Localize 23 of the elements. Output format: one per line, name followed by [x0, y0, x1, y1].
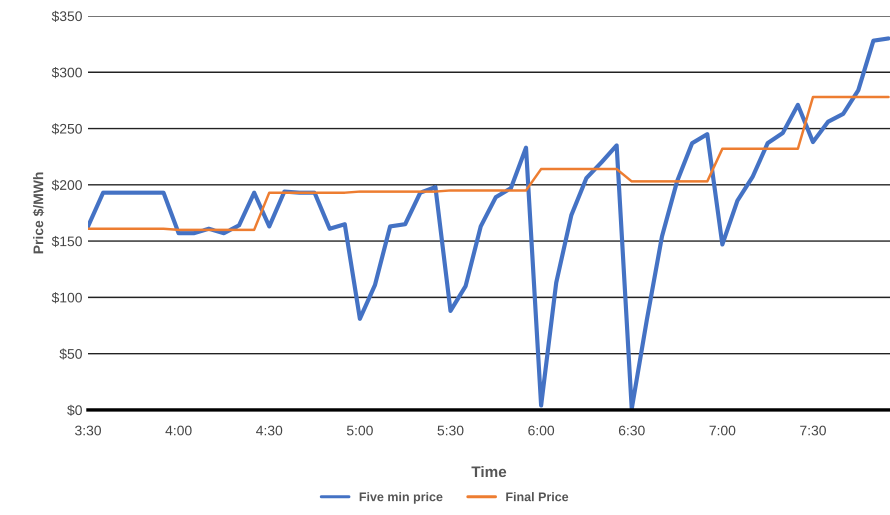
y-axis-title: Price $/MWh	[32, 172, 44, 254]
y-tick-label: $350	[52, 10, 82, 22]
y-tick-label: $50	[59, 348, 82, 360]
x-axis-title: Time	[471, 466, 506, 478]
y-tick-label: $150	[52, 236, 82, 248]
legend-label: Five min price	[360, 492, 442, 504]
x-tick-label: 5:00	[346, 426, 373, 436]
y-tick-label: $250	[52, 123, 82, 135]
x-tick-label: 6:00	[528, 426, 554, 436]
y-tick-label: $300	[52, 67, 82, 78]
x-tick-label: 4:00	[165, 426, 192, 436]
y-tick-label: $0	[67, 404, 82, 416]
line-series	[88, 36, 890, 410]
x-tick-label: 5:30	[438, 426, 464, 436]
y-tick-label: $100	[52, 292, 82, 304]
x-tick-label: 7:30	[800, 426, 826, 436]
x-tick-label: 7:00	[710, 426, 736, 436]
line-series	[88, 96, 890, 232]
y-tick-label: $200	[52, 180, 82, 191]
x-tick-label: 3:30	[75, 426, 101, 436]
x-tick-label: 4:30	[256, 426, 282, 436]
x-tick-label: 6:30	[618, 426, 645, 436]
legend-label: Final Price	[506, 492, 568, 502]
